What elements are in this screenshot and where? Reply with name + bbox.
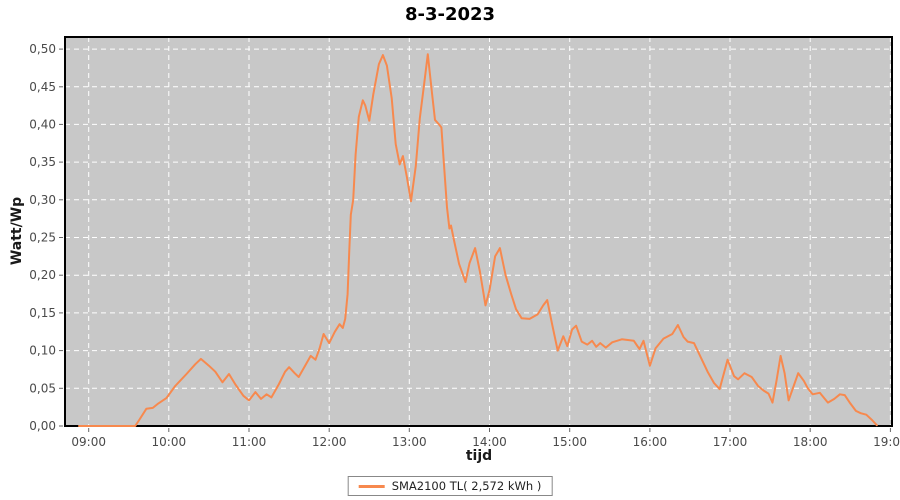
y-tick-label: 0,15 (29, 306, 56, 320)
y-tick-label: 0,40 (29, 117, 56, 131)
x-tick-label: 11:00 (232, 435, 267, 449)
x-tick-label: 09:00 (71, 435, 106, 449)
y-tick-label: 0,25 (29, 231, 56, 245)
plot-border (64, 36, 893, 427)
y-tick-label: 0,45 (29, 80, 56, 94)
legend: SMA2100 TL( 2,572 kWh ) (347, 476, 553, 496)
y-tick-label: 0,05 (29, 381, 56, 395)
y-tick-label: 0,50 (29, 42, 56, 56)
x-tick-label: 19:00 (873, 435, 900, 449)
x-tick-label: 15:00 (552, 435, 587, 449)
y-axis-label: Watt/Wp (9, 196, 25, 266)
x-tick-label: 13:00 (392, 435, 427, 449)
plot-background (65, 37, 892, 426)
y-tick-label: 0,00 (29, 419, 56, 433)
x-axis-label: tijd (465, 448, 493, 464)
legend-line-swatch (358, 484, 385, 488)
y-tick-label: 0,10 (29, 344, 56, 358)
y-tick-label: 0,35 (29, 155, 56, 169)
x-tick-label: 16:00 (633, 435, 668, 449)
legend-series-label: SMA2100 TL( 2,572 kWh ) (391, 479, 542, 493)
x-tick-label: 10:00 (152, 435, 187, 449)
x-tick-label: 18:00 (793, 435, 828, 449)
chart-title: 8-3-2023 (404, 4, 496, 25)
y-tick-label: 0,20 (29, 268, 56, 282)
series-line (78, 53, 878, 427)
x-tick-label: 14:00 (472, 435, 507, 449)
x-tick-label: 12:00 (312, 435, 347, 449)
y-tick-label: 0,30 (29, 193, 56, 207)
x-tick-label: 17:00 (713, 435, 748, 449)
